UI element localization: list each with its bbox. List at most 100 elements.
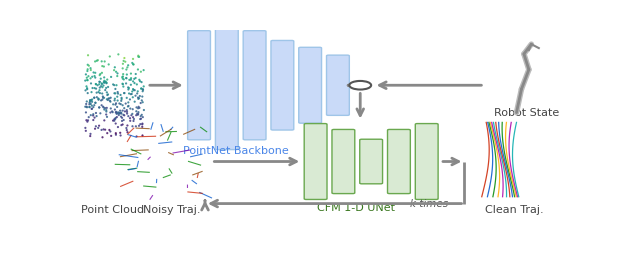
Point xyxy=(132,89,143,93)
Point xyxy=(113,99,123,103)
Point xyxy=(91,82,101,86)
Point xyxy=(133,105,143,109)
Point xyxy=(108,102,118,106)
Point xyxy=(94,82,104,86)
Point xyxy=(95,72,106,76)
Point xyxy=(136,70,146,74)
Point xyxy=(95,86,105,90)
Point xyxy=(104,128,115,132)
Point xyxy=(137,94,147,99)
Point xyxy=(122,112,132,116)
Point xyxy=(109,119,120,123)
Point xyxy=(81,118,92,122)
Point xyxy=(86,90,97,94)
Point xyxy=(82,78,92,82)
Point xyxy=(81,110,91,115)
Point xyxy=(86,107,97,111)
Point xyxy=(134,124,144,128)
Point xyxy=(89,96,99,100)
Point xyxy=(99,105,109,109)
Point xyxy=(116,110,126,115)
Point xyxy=(106,134,116,138)
Point xyxy=(131,113,141,117)
Point xyxy=(97,98,108,102)
Point xyxy=(122,128,132,132)
Point xyxy=(91,87,101,91)
Point xyxy=(103,92,113,97)
FancyBboxPatch shape xyxy=(360,139,383,184)
Point xyxy=(122,130,132,134)
Point xyxy=(99,81,109,85)
Point xyxy=(133,54,143,58)
Point xyxy=(110,91,120,96)
Point xyxy=(137,98,147,102)
Point xyxy=(127,95,138,99)
Point xyxy=(102,77,113,82)
Point xyxy=(94,124,104,128)
Point xyxy=(122,110,132,114)
Point xyxy=(105,54,115,58)
Point xyxy=(83,67,93,71)
Point xyxy=(100,128,110,132)
Point xyxy=(132,91,142,96)
Point xyxy=(116,99,126,103)
Point xyxy=(116,123,127,127)
Point xyxy=(118,77,128,81)
Point xyxy=(135,122,145,126)
Point xyxy=(124,104,134,108)
Point xyxy=(134,106,145,110)
Point xyxy=(118,82,128,86)
Point xyxy=(137,125,147,129)
Circle shape xyxy=(349,81,371,90)
Point xyxy=(107,109,117,114)
Point xyxy=(88,114,99,118)
Point xyxy=(118,74,128,78)
Point xyxy=(84,64,94,68)
Point xyxy=(95,80,105,84)
Point xyxy=(97,82,107,86)
Point xyxy=(138,68,148,72)
Point xyxy=(101,86,111,90)
Point xyxy=(102,90,112,94)
Point xyxy=(104,96,115,100)
Point xyxy=(133,55,143,59)
Point xyxy=(108,119,118,123)
Point xyxy=(113,125,123,129)
Point xyxy=(122,76,132,80)
Point xyxy=(102,93,113,97)
Point xyxy=(136,114,146,118)
Point xyxy=(134,55,144,59)
Point xyxy=(97,103,107,107)
Point xyxy=(126,113,136,117)
Point xyxy=(126,72,136,76)
Point xyxy=(129,119,139,123)
Point xyxy=(118,59,129,63)
Point xyxy=(94,80,104,84)
Point xyxy=(129,88,140,92)
Point xyxy=(111,101,121,105)
Point xyxy=(124,78,134,82)
Point xyxy=(86,102,96,106)
Point xyxy=(100,59,110,64)
Point xyxy=(87,104,97,108)
Point xyxy=(84,115,94,119)
Point xyxy=(90,116,100,120)
Text: k times: k times xyxy=(410,199,448,210)
Point xyxy=(90,86,100,90)
Point xyxy=(102,131,113,135)
Point xyxy=(83,91,93,95)
Point xyxy=(87,75,97,79)
Point xyxy=(86,98,97,102)
FancyBboxPatch shape xyxy=(243,31,266,140)
Point xyxy=(114,113,124,117)
Point xyxy=(133,112,143,116)
Point xyxy=(112,105,122,109)
Point xyxy=(114,112,124,116)
Point xyxy=(123,63,133,67)
Point xyxy=(134,78,145,82)
Point xyxy=(83,63,93,67)
Point xyxy=(129,88,139,92)
Point xyxy=(131,124,141,128)
Point xyxy=(133,68,143,72)
Point xyxy=(123,104,133,108)
